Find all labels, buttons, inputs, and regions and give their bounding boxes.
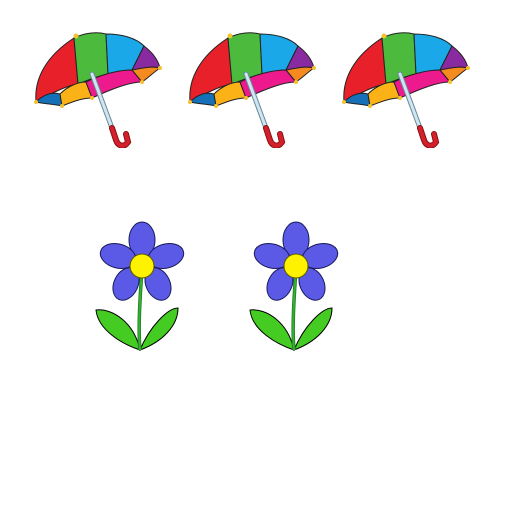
umbrella-icon: [26, 24, 166, 148]
flower-icon: [92, 218, 192, 356]
umbrella-icon: [334, 24, 474, 148]
flower-icon: [246, 218, 346, 356]
umbrella-icon: [180, 24, 320, 148]
